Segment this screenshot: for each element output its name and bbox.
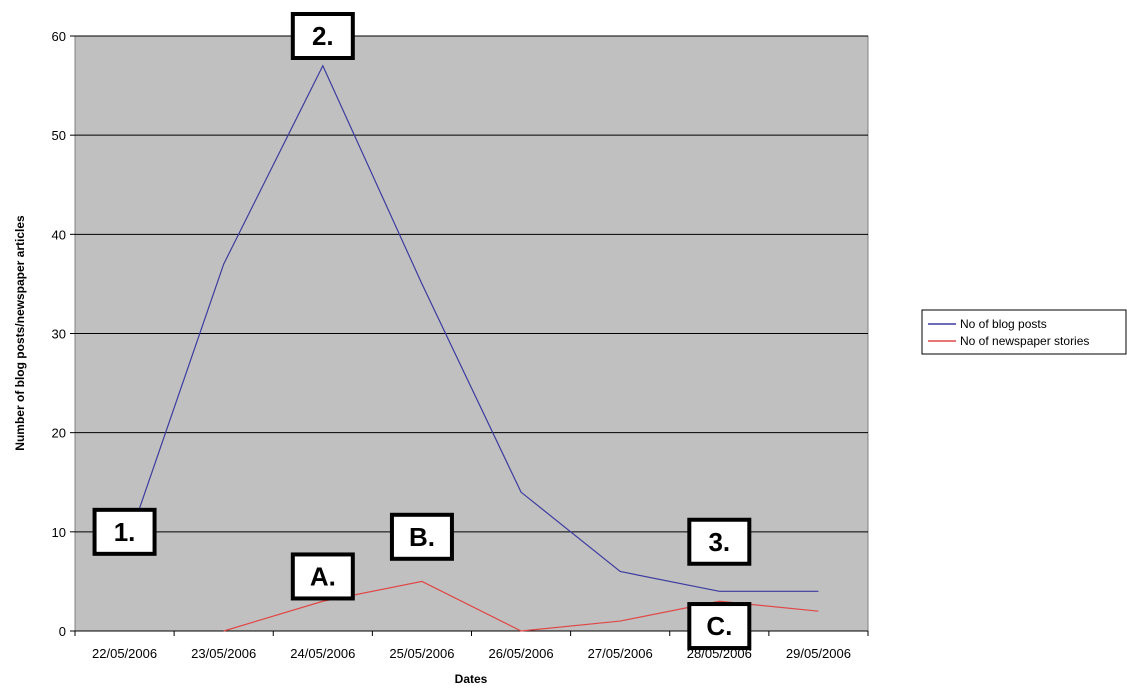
annotation-frame: [92, 507, 157, 556]
x-tick-label: 26/05/2006: [489, 646, 554, 661]
y-tick-label: 60: [52, 29, 66, 44]
legend: No of blog posts No of newspaper stories: [921, 309, 1127, 355]
annotation-label: B.: [409, 522, 435, 552]
annotation-frame: [389, 512, 454, 561]
y-axis-ticks: 0 10 20 30 40 50 60: [52, 29, 75, 639]
annotation-box: C.: [687, 602, 752, 651]
x-tick-label: 22/05/2006: [92, 646, 157, 661]
legend-items: No of blog posts No of newspaper stories: [928, 317, 1089, 348]
legend-box: [921, 309, 1127, 355]
series-layer: [123, 64, 819, 632]
x-tick-label: 24/05/2006: [290, 646, 355, 661]
y-tick-label: 30: [52, 327, 66, 342]
y-tick-label: 10: [52, 525, 66, 540]
annotation-label: 1.: [114, 517, 136, 547]
y-tick-label: 40: [52, 227, 66, 242]
x-tick-label: 25/05/2006: [389, 646, 454, 661]
x-tick-label: 23/05/2006: [191, 646, 256, 661]
y-tick-label: 50: [52, 128, 66, 143]
series-line-1: [123, 64, 819, 592]
annotation-frame: [687, 517, 752, 566]
annotation-label: 2.: [312, 21, 334, 51]
x-axis-title: Dates: [455, 672, 488, 686]
annotation-box: B.: [389, 512, 454, 561]
annotation-box: A.: [290, 552, 355, 601]
annotation-box: 1.: [92, 507, 157, 556]
series-line-2: [223, 580, 819, 632]
annotation-layer: 1. 2. 3. A. B. C.: [92, 12, 752, 651]
annotation-box: 2.: [290, 12, 355, 60]
annotation-frame: [687, 602, 752, 651]
x-tick-label: 27/05/2006: [588, 646, 653, 661]
x-tick-label: 29/05/2006: [786, 646, 851, 661]
annotation-frame: [290, 552, 355, 601]
y-axis-title: Number of blog posts/newspaper articles: [13, 215, 27, 451]
annotation-label: A.: [310, 561, 336, 591]
y-tick-label: 20: [52, 426, 66, 441]
annotation-label: 3.: [708, 527, 730, 557]
annotation-box: 3.: [687, 517, 752, 566]
annotation-frame: [290, 12, 355, 60]
legend-label: No of newspaper stories: [960, 334, 1089, 348]
y-tick-label: 0: [59, 624, 66, 639]
legend-label: No of blog posts: [960, 317, 1047, 331]
annotation-label: C.: [706, 611, 732, 641]
